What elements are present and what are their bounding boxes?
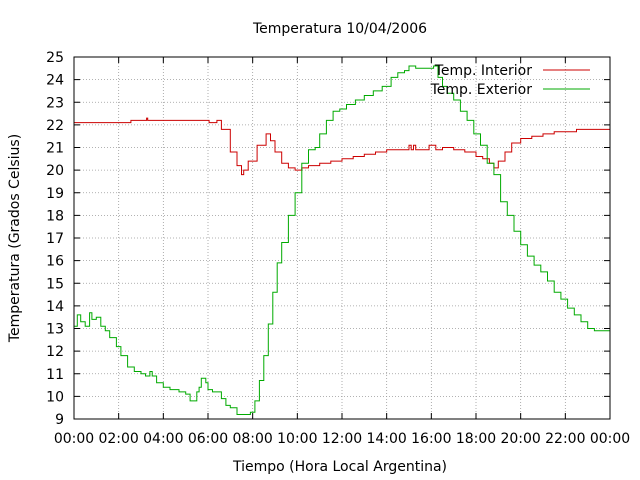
y-tick-label: 25 bbox=[46, 50, 64, 66]
y-tick-label: 16 bbox=[46, 254, 64, 270]
x-tick-label: 12:00 bbox=[322, 431, 362, 447]
x-tick-label: 16:00 bbox=[411, 431, 451, 447]
x-tick-label: 08:00 bbox=[232, 431, 272, 447]
y-axis-label: Temperatura (Grados Celsius) bbox=[7, 134, 23, 343]
chart-title: Temperatura 10/04/2006 bbox=[252, 21, 427, 37]
plot-frame bbox=[73, 56, 611, 420]
x-axis-label: Tiempo (Hora Local Argentina) bbox=[232, 459, 447, 475]
series-line-1 bbox=[74, 117, 610, 176]
y-tick-label: 21 bbox=[46, 141, 64, 157]
legend-label-1: Temp. Interior bbox=[434, 63, 533, 79]
y-tick-label: 14 bbox=[46, 299, 64, 315]
y-tick-label: 11 bbox=[46, 367, 64, 383]
grid-lines bbox=[74, 57, 610, 419]
x-tick-label: 00:00 bbox=[54, 431, 94, 447]
y-tick-label: 10 bbox=[46, 389, 64, 405]
x-tick-label: 02:00 bbox=[98, 431, 138, 447]
y-tick-label: 19 bbox=[46, 186, 64, 202]
x-tick-label: 20:00 bbox=[500, 431, 540, 447]
legend: Temp. Interior Temp. Exterior bbox=[430, 63, 590, 98]
y-tick-label: 20 bbox=[46, 163, 64, 179]
y-tick-labels: 9 10 11 12 13 14 15 16 17 18 19 20 21 22 23 24 25 bbox=[46, 50, 64, 428]
x-tick-label: 18:00 bbox=[456, 431, 496, 447]
y-tick-label: 18 bbox=[46, 208, 64, 224]
y-tick-label: 15 bbox=[46, 276, 64, 292]
x-tick-label: 10:00 bbox=[277, 431, 317, 447]
legend-label-2: Temp. Exterior bbox=[430, 82, 533, 98]
x-tick-label: 06:00 bbox=[188, 431, 228, 447]
y-tick-label: 13 bbox=[46, 322, 64, 338]
y-tick-label: 24 bbox=[46, 73, 64, 89]
x-tick-label: 22:00 bbox=[545, 431, 585, 447]
x-tick-label: 04:00 bbox=[143, 431, 183, 447]
y-tick-label: 9 bbox=[55, 412, 64, 428]
data-series bbox=[74, 65, 611, 415]
x-tick-label: 14:00 bbox=[366, 431, 406, 447]
y-tick-label: 17 bbox=[46, 231, 64, 247]
y-tick-label: 12 bbox=[46, 344, 64, 360]
x-tick-labels: 00:00 02:00 04:00 06:00 08:00 10:00 12:00 14:00… bbox=[54, 431, 630, 447]
x-tick-label: 00:00 bbox=[590, 431, 630, 447]
series-line-2 bbox=[74, 65, 611, 415]
y-tick-label: 23 bbox=[46, 95, 64, 111]
y-tick-label: 22 bbox=[46, 118, 64, 134]
